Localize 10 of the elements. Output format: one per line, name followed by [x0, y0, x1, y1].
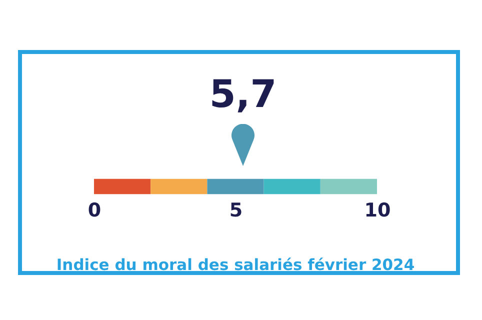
text: 5,7 [208, 72, 278, 116]
x-tick-label: 10 [364, 200, 391, 222]
bar [207, 178, 264, 194]
text: Indice du moral des salariés février 2024 [56, 256, 415, 274]
x-tick-label: 5 [229, 200, 243, 222]
bar [150, 178, 208, 194]
x-tick-label: 0 [88, 200, 102, 222]
bar [94, 178, 151, 194]
bar [264, 178, 320, 194]
bar [320, 178, 377, 194]
